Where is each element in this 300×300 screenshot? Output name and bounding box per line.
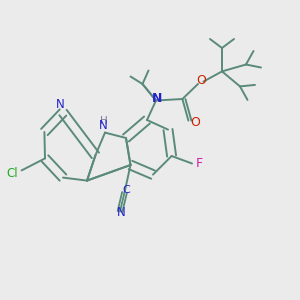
Text: O: O [196,74,206,88]
Text: O: O [190,116,200,129]
Text: Cl: Cl [6,167,18,180]
Text: N: N [56,98,64,112]
Text: H: H [100,116,107,126]
Text: N: N [152,92,163,106]
Text: N: N [99,119,108,133]
Text: F: F [196,157,203,170]
Text: C: C [122,185,130,195]
Text: N: N [117,206,126,220]
